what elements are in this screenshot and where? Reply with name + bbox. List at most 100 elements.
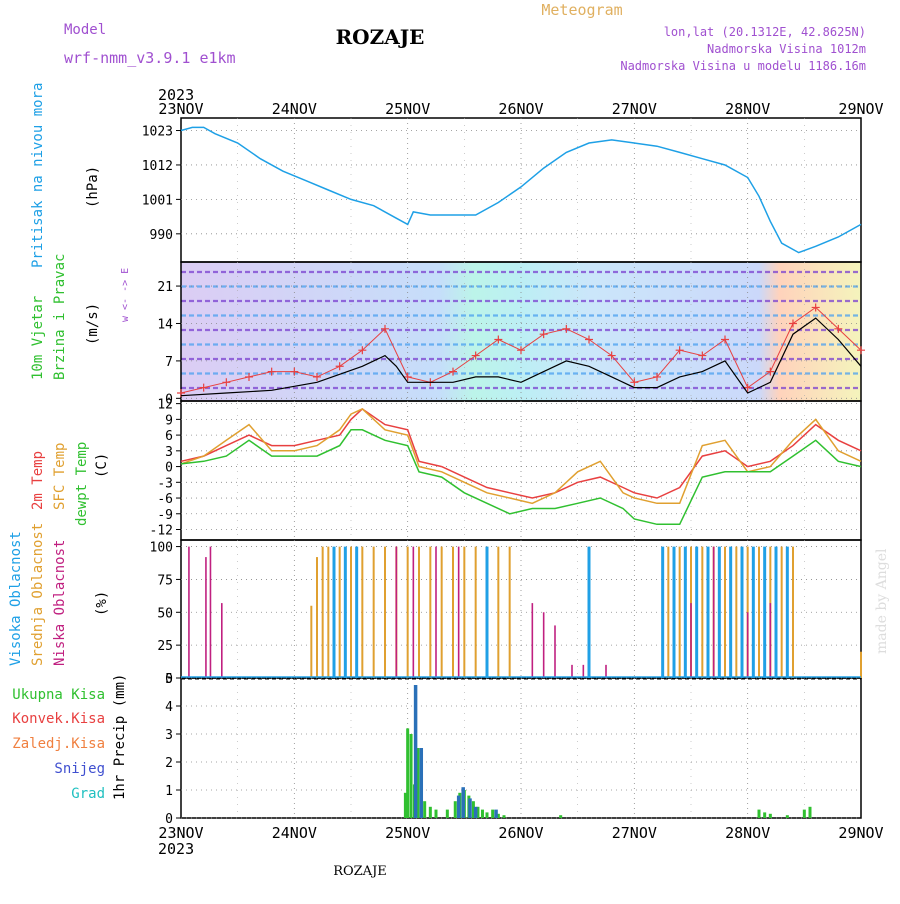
precip-bar-total: [763, 812, 767, 818]
x-tick-label: 25NOV: [385, 824, 430, 842]
wind-speed-marker: [494, 335, 503, 344]
wind-speed-marker: [245, 372, 253, 381]
y-tick-label: -12: [150, 524, 173, 539]
y-tick-label: 1012: [142, 159, 173, 174]
wind-speed-marker: [267, 367, 276, 376]
wind-label-1: 10m Vjetar: [30, 296, 46, 380]
wind-speed-marker: [721, 335, 729, 344]
precip-bar-total: [496, 813, 500, 818]
precip-bar-snow: [419, 748, 424, 818]
y-tick-label: 6: [165, 429, 173, 444]
precip-bar-total: [445, 809, 449, 818]
panel-frame: [180, 117, 862, 263]
footer-station: ROZAJE: [333, 864, 387, 879]
x-tick-label: 25NOV: [385, 100, 430, 118]
y-tick-label: 12: [157, 398, 173, 413]
temp-dewpt-line: [180, 429, 862, 526]
precip-bar-total: [480, 809, 484, 818]
y-tick-label: 1023: [142, 125, 173, 140]
temp-label-2m: 2m Temp: [30, 451, 46, 510]
x-tick-label: 23NOV: [158, 824, 203, 842]
wind-speed-marker: [313, 372, 321, 381]
y-tick-label: 3: [165, 445, 173, 460]
precip-bar-total: [768, 813, 772, 818]
wind-speed-marker: [290, 367, 299, 376]
wind-unit: (m/s): [85, 303, 101, 345]
precip-bar-snow: [413, 685, 418, 818]
pressure-unit: (hPa): [85, 166, 101, 208]
precip-bar-snow: [468, 798, 472, 818]
pressure-line: [180, 126, 862, 254]
cloud-label-low: Niska Oblacnost: [52, 540, 68, 666]
wind-speed-marker: [675, 346, 684, 355]
precip-bar-total: [428, 806, 432, 818]
precip-bar-total: [559, 815, 563, 818]
precip-bar-snow: [461, 787, 465, 818]
model-altitude: Nadmorska Visina u modelu 1186.16m: [620, 59, 866, 73]
precip-bar-total: [434, 809, 438, 818]
legend-snow: Snijeg: [54, 761, 105, 777]
precip-bar-total: [491, 809, 495, 818]
x-tick-label: 28NOV: [725, 824, 770, 842]
wind-gust-line: [180, 317, 862, 397]
cloud-unit: (%): [94, 591, 110, 616]
y-tick-label: 50: [157, 606, 173, 621]
wind-label-2: Brzina i Pravac: [52, 254, 68, 380]
wind-speed-marker: [698, 351, 707, 360]
coords: lon,lat (20.1312E, 42.8625N): [664, 25, 866, 39]
y-tick-label: 14: [157, 317, 173, 332]
wind-speed-marker: [653, 372, 661, 381]
y-tick-label: 1: [165, 784, 173, 799]
precip-bar-total: [802, 809, 806, 818]
y-tick-label: -6: [157, 492, 173, 507]
x-tick-label: 27NOV: [612, 100, 657, 118]
wind-speed-marker: [766, 367, 775, 376]
precip-bar-total: [403, 792, 407, 818]
precip-bar-total: [757, 809, 761, 818]
wind-speed-marker: [539, 330, 548, 339]
y-tick-label: 75: [157, 573, 173, 588]
model-name: wrf-nmm_v3.9.1 e1km: [64, 49, 236, 67]
precip-label: 1hr Precip (mm): [112, 674, 128, 800]
y-tick-label: 2: [165, 756, 173, 771]
y-tick-label: 21: [157, 280, 173, 295]
altitude: Nadmorska Visina 1012m: [707, 42, 866, 56]
precip-bar-total: [502, 815, 506, 818]
y-tick-label: 100: [150, 541, 173, 556]
wind-speed-marker: [449, 367, 457, 376]
precip-bar-snow: [473, 806, 478, 818]
y-tick-label: 9: [165, 413, 173, 428]
cloud-label-mid: Srednja Oblacnost: [30, 523, 46, 666]
y-tick-label: 25: [157, 639, 173, 654]
y-tick-label: 0: [165, 812, 173, 827]
y-tick-label: 990: [150, 228, 173, 243]
x-tick-label: 26NOV: [498, 100, 543, 118]
wind-speed-marker: [585, 335, 593, 344]
station-title: ROZAJE: [336, 25, 425, 49]
precip-bar-total: [808, 806, 812, 818]
wind-speed-marker: [381, 324, 389, 333]
precip-bar-total: [485, 812, 489, 818]
y-tick-label: -9: [157, 508, 173, 523]
wind-speed-marker: [471, 351, 480, 360]
y-tick-label: 0: [165, 392, 173, 407]
plot-area: 990100110121023071421-12-9-6-30369120255…: [142, 100, 884, 842]
y-tick-label: 1001: [142, 193, 173, 208]
y-tick-label: 5: [165, 672, 173, 687]
x-tick-label: 24NOV: [272, 100, 317, 118]
precip-bar-total: [471, 801, 475, 818]
legend-total: Ukupna Kisa: [12, 687, 105, 703]
precip-bar-total: [785, 815, 789, 818]
wind-compass: w <- -> E: [120, 268, 131, 322]
precip-bar-snow: [494, 809, 498, 818]
y-tick-label: 7: [165, 355, 173, 370]
wind-speed-marker: [358, 346, 367, 355]
wind-speed-marker: [403, 372, 412, 381]
precip-bar-total: [416, 748, 420, 818]
temp-label-dewpt: dewpt Temp: [74, 442, 90, 526]
precip-bar-total: [406, 728, 410, 818]
model-label: Model: [64, 22, 106, 38]
x-tick-label: 26NOV: [498, 824, 543, 842]
wind-speed-marker: [335, 362, 344, 371]
